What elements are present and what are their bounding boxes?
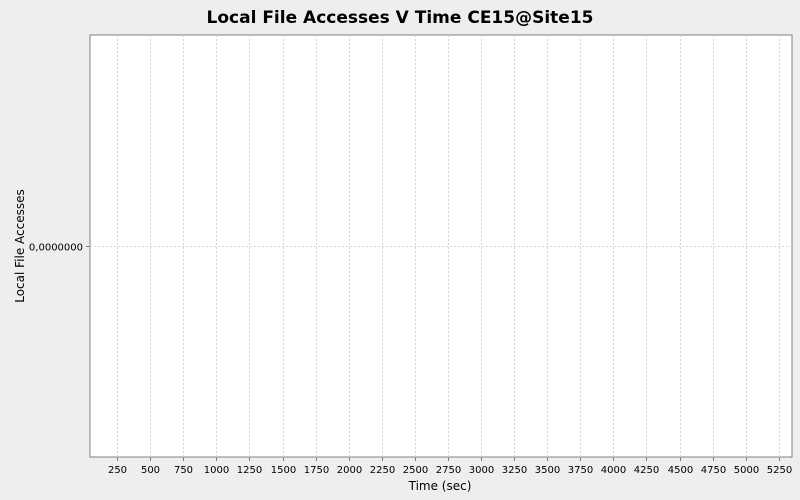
x-tick-label: 4250 xyxy=(634,465,659,476)
chart-title: Local File Accesses V Time CE15@Site15 xyxy=(207,8,594,28)
y-axis-ticks: 0,0000000 xyxy=(29,243,90,254)
y-tick-label: 0,0000000 xyxy=(29,243,83,254)
x-tick-label: 3500 xyxy=(535,465,560,476)
x-tick-label: 4000 xyxy=(601,465,626,476)
x-axis-label: Time (sec) xyxy=(408,479,472,493)
x-tick-label: 5000 xyxy=(734,465,759,476)
x-tick-label: 250 xyxy=(108,465,127,476)
y-axis-label: Local File Accesses xyxy=(13,189,27,303)
x-tick-label: 1750 xyxy=(304,465,329,476)
x-tick-label: 4500 xyxy=(668,465,693,476)
x-tick-label: 2500 xyxy=(403,465,428,476)
x-tick-label: 2000 xyxy=(337,465,362,476)
x-tick-label: 5250 xyxy=(767,465,792,476)
x-tick-label: 4750 xyxy=(701,465,726,476)
x-tick-label: 3250 xyxy=(502,465,527,476)
x-tick-label: 1250 xyxy=(237,465,262,476)
x-tick-label: 3750 xyxy=(568,465,593,476)
x-tick-label: 1000 xyxy=(204,465,229,476)
x-tick-label: 2250 xyxy=(370,465,395,476)
x-tick-label: 750 xyxy=(174,465,193,476)
x-tick-label: 1500 xyxy=(271,465,296,476)
x-tick-label: 2750 xyxy=(436,465,461,476)
x-tick-label: 3000 xyxy=(469,465,494,476)
grid-lines xyxy=(90,35,792,457)
x-tick-label: 500 xyxy=(141,465,160,476)
x-axis-ticks: 250 500 750 1000 1250 1500 1750 2000 2250 2500 275… xyxy=(108,457,792,476)
